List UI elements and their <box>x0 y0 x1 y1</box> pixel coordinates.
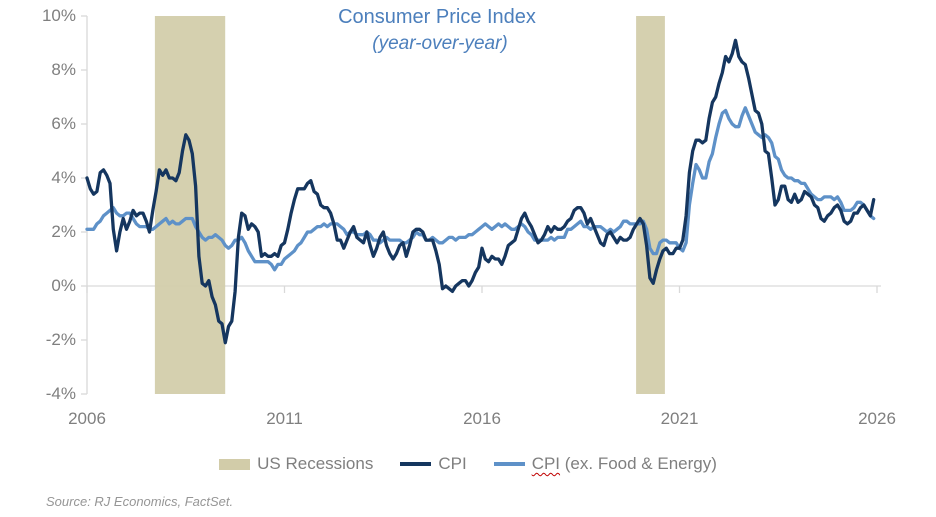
y-axis-tick-label: 10% <box>41 6 76 25</box>
y-axis-tick-label: 0% <box>51 276 76 295</box>
y-axis-tick-label: 8% <box>51 60 76 79</box>
y-axis-tick-label: -4% <box>45 384 76 403</box>
legend-label-cpi: CPI <box>438 454 467 473</box>
legend-item-cpi: CPI <box>400 454 467 474</box>
legend-label-core-cpi: CPI (ex. Food & Energy) <box>532 454 717 474</box>
legend-label-core-cpi-word: CPI <box>531 454 561 473</box>
chart-title: Consumer Price Index <box>338 6 536 28</box>
legend-item-us-recessions: US Recessions <box>219 454 373 474</box>
y-axis-tick-label: 4% <box>51 168 76 187</box>
legend: US Recessions CPI CPI (ex. Food & Energy… <box>0 452 936 476</box>
cpi-line-swatch <box>400 462 432 466</box>
x-axis-tick-label: 2006 <box>68 409 106 428</box>
legend-label-us-recessions: US Recessions <box>257 454 374 473</box>
legend-label-core-cpi-rest: (ex. Food & Energy) <box>560 454 717 473</box>
plot-area <box>81 15 881 395</box>
x-axis-tick-label: 2016 <box>463 409 501 428</box>
x-axis-tick-label: 2011 <box>266 409 303 428</box>
x-axis-tick-label: 2021 <box>660 409 699 428</box>
recession-swatch <box>219 458 251 470</box>
source-note: Source: RJ Economics, FactSet. <box>46 494 234 509</box>
core-cpi-line-swatch <box>493 462 525 466</box>
legend-item-core-cpi: CPI (ex. Food & Energy) <box>493 454 717 474</box>
x-axis-tick-label: 2026 <box>858 409 896 428</box>
y-axis-tick-label: 6% <box>51 114 76 133</box>
chart-subtitle: (year-over-year) <box>372 33 508 54</box>
y-axis-tick-label: 2% <box>51 222 76 241</box>
y-axis-tick-label: -2% <box>45 330 76 349</box>
